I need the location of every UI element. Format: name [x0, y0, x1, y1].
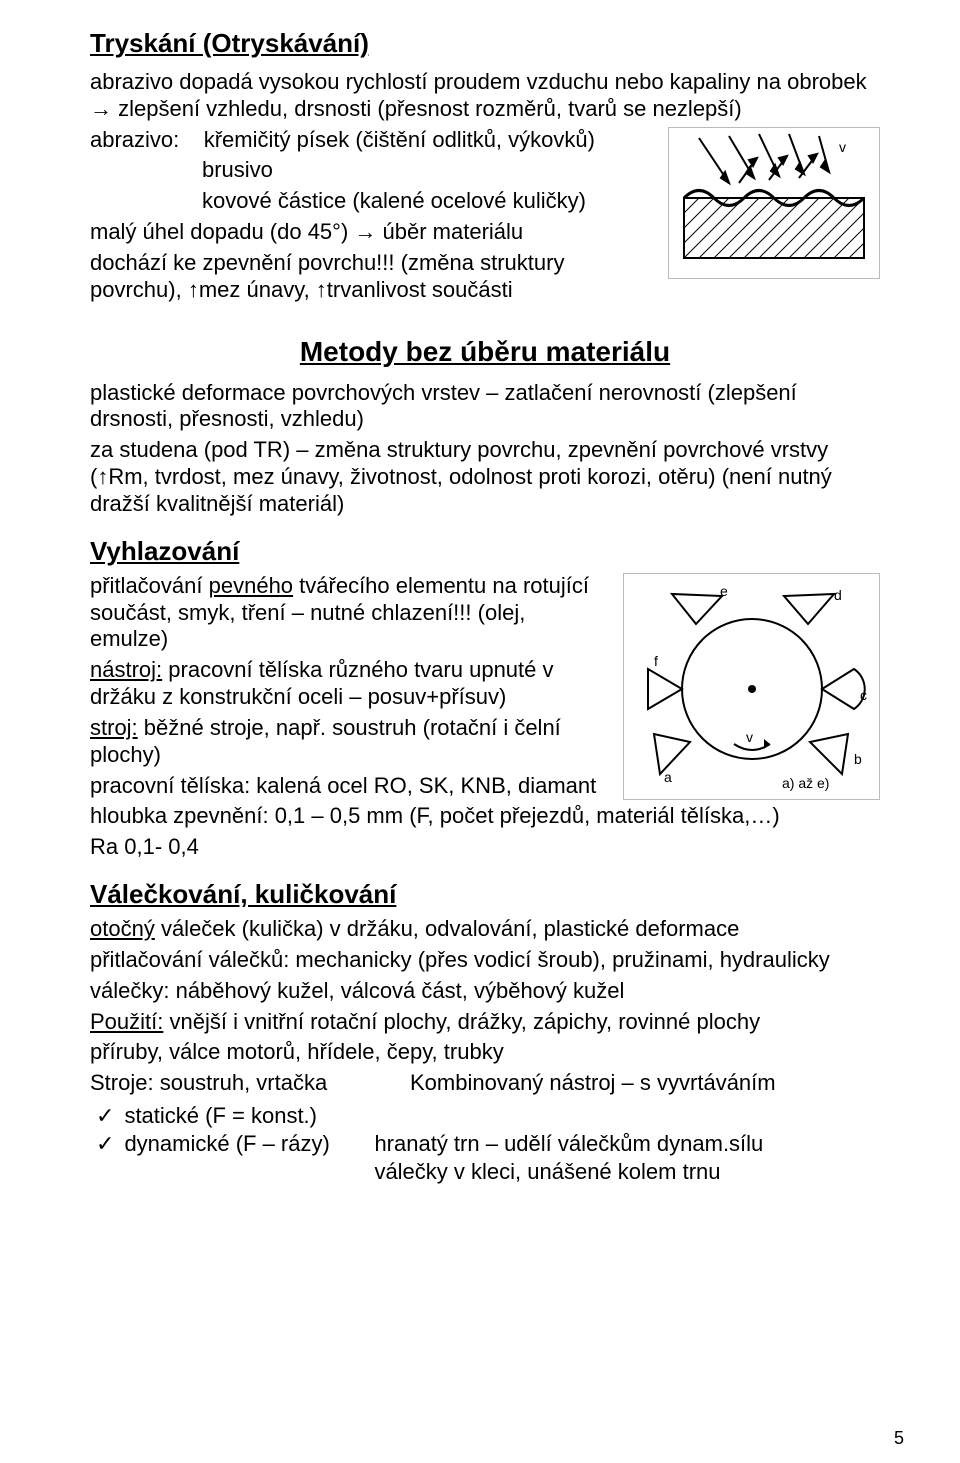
- sec4-p6r: Kombinovaný nástroj – s vyvrtáváním: [410, 1070, 776, 1097]
- sec4-p1: otočný váleček (kulička) v držáku, odval…: [90, 916, 880, 943]
- check-icon: ✓: [96, 1104, 114, 1131]
- section-title-vyhlazovani: Vyhlazování: [90, 536, 880, 567]
- sec1-p3b: kovové částice (kalené ocelové kuličky): [90, 188, 648, 215]
- sec4-p1b: váleček (kulička) v držáku, odvalování, …: [155, 916, 739, 941]
- sec4-p5: příruby, válce motorů, hřídele, čepy, tr…: [90, 1039, 880, 1066]
- check-item-dynamic: ✓ dynamické (F – rázy) hranatý trn – udě…: [90, 1131, 880, 1159]
- svg-text:a: a: [664, 769, 672, 785]
- svg-text:v: v: [839, 139, 846, 155]
- sec1-p1: abrazivo dopadá vysokou rychlostí proude…: [90, 69, 880, 123]
- sec3-p1a: přitlačování: [90, 573, 209, 598]
- check-extra-dynamic2: válečky v kleci, unášené kolem trnu: [374, 1159, 720, 1186]
- check-item-static: ✓ statické (F = konst.): [90, 1103, 880, 1131]
- section-title-metody: Metody bez úběru materiálu: [90, 336, 880, 368]
- sec4-p6a: Stroje:: [90, 1070, 154, 1095]
- page-number: 5: [894, 1428, 904, 1449]
- sec3-p2a: nástroj:: [90, 657, 162, 682]
- sec1-p3: brusivo: [90, 157, 648, 184]
- sec3-p2: nástroj: pracovní tělíska různého tvaru …: [90, 657, 603, 711]
- sec1-p5: dochází ke zpevnění povrchu!!! (změna st…: [90, 250, 648, 304]
- check-label-static: statické (F = konst.): [124, 1103, 374, 1130]
- sec4-p4: Použití: vnější i vnitřní rotační plochy…: [90, 1009, 880, 1036]
- sec4-p1a: otočný: [90, 916, 155, 941]
- section-title-valeckovani: Válečkování, kuličkování: [90, 879, 880, 910]
- sec3-p3b: běžné stroje, např. soustruh (rotační i …: [90, 715, 561, 767]
- sec1-p3-label: brusivo: [202, 157, 273, 182]
- check-icon: ✓: [96, 1132, 114, 1159]
- sec4-p6: Stroje: soustruh, vrtačka Kombinovaný ná…: [90, 1070, 880, 1097]
- sec2-p2: za studena (pod TR) – změna struktury po…: [90, 437, 880, 517]
- sec4-p3: válečky: náběhový kužel, válcová část, v…: [90, 978, 880, 1005]
- sec1-p2: abrazivo: křemičitý písek (čištění odlit…: [90, 127, 648, 154]
- sec3-p3: stroj: běžné stroje, např. soustruh (rot…: [90, 715, 603, 769]
- check-label-dynamic: dynamické (F – rázy): [124, 1131, 374, 1158]
- svg-text:b: b: [854, 751, 862, 767]
- sec3-p3a: stroj:: [90, 715, 138, 740]
- svg-text:f: f: [654, 653, 658, 669]
- svg-text:a) až e): a) až e): [782, 775, 829, 791]
- figure-burnishing-tools: v e d c b: [623, 573, 880, 800]
- sec4-p4a: Použití:: [90, 1009, 163, 1034]
- check-item-dynamic-line2: ✓ válečky v kleci, unášené kolem trnu: [90, 1159, 880, 1187]
- sec2-p1: plastické deformace povrchových vrstev –…: [90, 380, 880, 434]
- sec1-p2-label: abrazivo:: [90, 127, 179, 152]
- section-title-tryskani: Tryskání (Otryskávání): [90, 28, 880, 59]
- svg-text:d: d: [834, 587, 842, 603]
- sec4-p4b: vnější i vnitřní rotační plochy, drážky,…: [163, 1009, 760, 1034]
- sec4-p2: přitlačování válečků: mechanicky (přes v…: [90, 947, 880, 974]
- sec1-p4: malý úhel dopadu (do 45°) → úběr materiá…: [90, 219, 648, 246]
- sec3-p1b: pevného: [209, 573, 293, 598]
- sec3-p5: hloubka zpevnění: 0,1 – 0,5 mm (F, počet…: [90, 803, 880, 830]
- sec4-p6l: soustruh, vrtačka: [154, 1070, 328, 1095]
- check-extra-dynamic: hranatý trn – udělí válečkům dynam.sílu: [374, 1131, 763, 1158]
- sec1-p2-text: křemičitý písek (čištění odlitků, výkovk…: [204, 127, 595, 152]
- sec3-p6: Ra 0,1- 0,4: [90, 834, 880, 861]
- sec3-p1: přitlačování pevného tvářecího elementu …: [90, 573, 603, 653]
- svg-text:c: c: [860, 687, 867, 703]
- svg-text:v: v: [746, 729, 753, 745]
- svg-text:e: e: [720, 583, 728, 599]
- figure-abrasive-surface: v: [668, 127, 880, 279]
- sec3-p4: pracovní tělíska: kalená ocel RO, SK, KN…: [90, 773, 603, 800]
